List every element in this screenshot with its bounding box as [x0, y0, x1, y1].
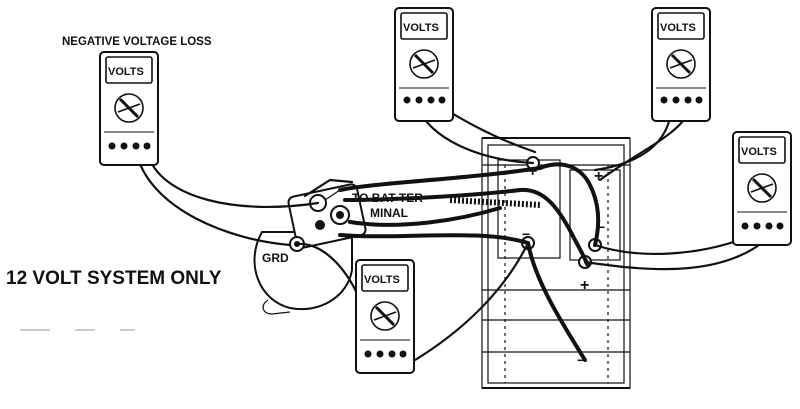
battery-cables	[338, 162, 601, 362]
meter-negative-loss: VOLTS	[99, 51, 159, 166]
meter-top-center: VOLTS	[394, 7, 454, 122]
meter-right: VOLTS	[732, 131, 792, 246]
meter-display-label: VOLTS	[403, 22, 439, 34]
meter-display-label: VOLTS	[660, 22, 696, 34]
negative-voltage-loss-label: NEGATIVE VOLTAGE LOSS	[62, 36, 212, 48]
meter-display-label: VOLTS	[108, 66, 144, 78]
plus-sign-2: +	[594, 168, 603, 185]
system-label: 12 VOLT SYSTEM ONLY	[6, 268, 222, 289]
plus-sign-1: +	[528, 163, 537, 180]
minus-sign-3: −	[577, 352, 585, 368]
ground-label: GRD	[262, 251, 289, 265]
to-battery-terminal-label-line1: TO BAT TER-	[352, 191, 427, 205]
minus-sign-1: −	[522, 226, 530, 242]
meter-bottom-center: VOLTS	[355, 259, 415, 374]
meter-display-label: VOLTS	[741, 146, 777, 158]
to-battery-terminal-label-line2: MINAL	[370, 206, 408, 220]
minus-sign-2: −	[597, 219, 605, 235]
plus-sign-3: +	[580, 277, 589, 294]
meter-top-right: VOLTS	[651, 7, 711, 122]
battery-tray	[481, 137, 631, 389]
meter-display-label: VOLTS	[364, 274, 400, 286]
